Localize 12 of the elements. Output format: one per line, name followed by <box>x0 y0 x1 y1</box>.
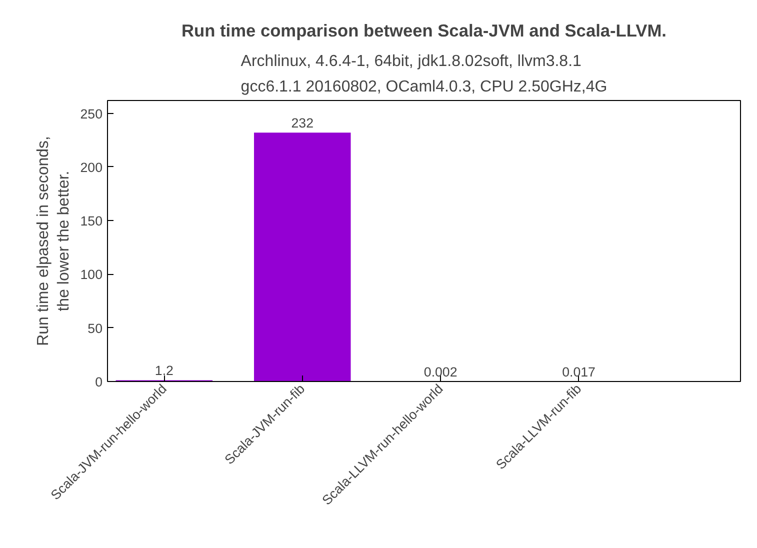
y-axis-title: Run time elpased in seconds, the lower the better. <box>34 136 72 346</box>
y-tick-label: 200 <box>80 160 103 175</box>
y-tick-label: 250 <box>80 106 103 122</box>
y-tick-label: 150 <box>80 214 103 229</box>
chart-subtitle: Archlinux, 4.6.4-1, 64bit, jdk1.8.02soft, llvm3.8.1 gcc6.1.1 20160802, OCaml4.0.3, CPU 2.50GHz,4G <box>240 53 608 96</box>
y-tick-label: 100 <box>80 267 103 282</box>
data-label: 0.002 <box>424 364 458 380</box>
data-label: 0.017 <box>562 364 596 380</box>
chart-title: Run time comparison between Scala-JVM and Scala-LLVM. <box>182 20 666 40</box>
data-label: 1.2 <box>154 363 174 378</box>
data-label: 232 <box>291 116 314 131</box>
y-tick-label: 50 <box>88 320 103 336</box>
